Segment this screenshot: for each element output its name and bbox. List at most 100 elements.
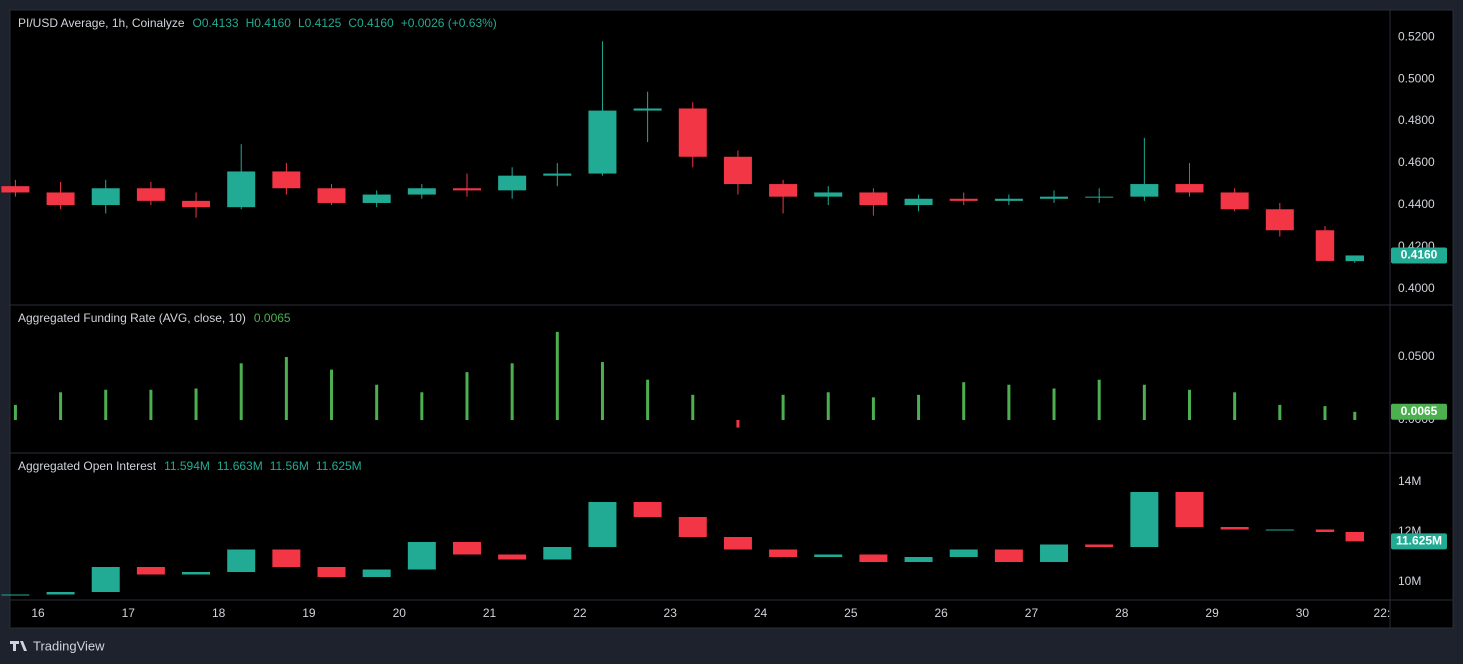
histogram-bar xyxy=(420,392,424,420)
histogram-bar xyxy=(736,419,740,428)
x-tick-label: 26 xyxy=(934,606,948,620)
legend-value: 0.0065 xyxy=(254,311,291,325)
candle-body xyxy=(1265,529,1294,531)
histogram-bar xyxy=(284,357,288,420)
histogram-bar xyxy=(1052,388,1056,420)
candle-body xyxy=(859,554,888,562)
candle-body xyxy=(498,175,527,191)
histogram-bar xyxy=(962,382,966,420)
candle-body xyxy=(1220,527,1249,530)
candle-body xyxy=(633,502,662,517)
candle-body xyxy=(1220,192,1249,210)
candle-body xyxy=(452,542,481,555)
legend-value: O0.4133 xyxy=(193,16,239,30)
candle-body xyxy=(543,173,572,176)
candle-body xyxy=(949,549,978,557)
candle-body xyxy=(633,108,662,111)
x-tick-label: 30 xyxy=(1296,606,1310,620)
candle-body xyxy=(272,549,301,567)
candle-body xyxy=(452,188,481,191)
candle-body xyxy=(1130,184,1159,197)
candle-body xyxy=(588,502,617,547)
candle-body xyxy=(182,572,211,575)
candle-body xyxy=(949,198,978,201)
x-tick-label: 18 xyxy=(212,606,226,620)
series xyxy=(1,492,1365,596)
candle-body xyxy=(588,110,617,174)
histogram-bar xyxy=(375,384,379,420)
x-tick-label: 24 xyxy=(754,606,768,620)
x-tick-label: 19 xyxy=(302,606,316,620)
x-tick-label: 21 xyxy=(483,606,497,620)
y-tick-label: 0.0500 xyxy=(1398,349,1435,363)
legend-value: L0.4125 xyxy=(298,16,342,30)
histogram-bar xyxy=(104,389,108,420)
legend-value: +0.0026 (+0.63%) xyxy=(401,16,497,30)
candle-body xyxy=(1040,544,1069,562)
histogram-bar xyxy=(239,363,243,420)
x-tick-label: 23 xyxy=(664,606,678,620)
candle-body xyxy=(1130,492,1159,547)
candle-body xyxy=(498,554,527,560)
y-tick-label: 14M xyxy=(1398,474,1421,488)
candle-body xyxy=(1,594,30,596)
candle-body xyxy=(814,192,843,197)
x-tick-label: 20 xyxy=(393,606,407,620)
x-tick-label: 22 xyxy=(573,606,587,620)
candle-body xyxy=(1265,209,1294,231)
candle-body xyxy=(678,108,707,157)
x-tick-label: 25 xyxy=(844,606,858,620)
last-value-tag xyxy=(1391,403,1447,420)
histogram-bar xyxy=(1007,384,1011,420)
histogram-bar xyxy=(555,331,559,420)
candle-body xyxy=(227,171,256,208)
candle-body xyxy=(136,567,165,575)
legend-value: 11.625M xyxy=(316,459,362,473)
histogram-bar xyxy=(1353,411,1357,420)
legend-value: H0.4160 xyxy=(246,16,292,30)
legend-value: C0.4160 xyxy=(348,16,394,30)
x-tick-label: 17 xyxy=(122,606,136,620)
histogram-bar xyxy=(646,379,650,420)
last-value-label: 11.625M xyxy=(1396,534,1442,548)
candle-body xyxy=(1175,492,1204,527)
brand: TradingView xyxy=(33,638,105,653)
histogram-bar xyxy=(194,388,198,420)
histogram-bar xyxy=(149,389,153,420)
histogram-bar xyxy=(826,392,830,420)
candle-body xyxy=(723,156,752,185)
y-tick-label: 0.5200 xyxy=(1398,29,1435,43)
candle-body xyxy=(678,517,707,537)
histogram-bar xyxy=(1188,389,1192,420)
candle-body xyxy=(1345,255,1365,262)
candle-body xyxy=(317,567,346,577)
x-tick-label: 22:0 xyxy=(1374,606,1398,620)
candle-body xyxy=(91,567,120,592)
x-tick-label: 28 xyxy=(1115,606,1129,620)
histogram-bar xyxy=(781,394,785,420)
candle-body xyxy=(91,188,120,206)
last-value-label: 0.0065 xyxy=(1401,404,1438,418)
legend-value: 11.663M xyxy=(217,459,263,473)
last-value-tag xyxy=(1391,247,1447,264)
histogram-bar xyxy=(691,394,695,420)
candle-body xyxy=(814,554,843,557)
candle-body xyxy=(904,198,933,206)
candle-body xyxy=(1085,544,1114,547)
y-tick-label: 0.4800 xyxy=(1398,113,1435,127)
histogram-bar xyxy=(330,369,334,420)
candle-body xyxy=(1085,196,1114,198)
candle-body xyxy=(46,192,75,206)
candle-body xyxy=(1175,184,1204,193)
x-tick-label: 16 xyxy=(31,606,45,620)
series xyxy=(13,331,1357,428)
candle-body xyxy=(272,171,301,189)
candle-body xyxy=(1,186,30,193)
pane-title: PI/USD Average, 1h, Coinalyze xyxy=(18,16,185,30)
time-axis: 16 17 18 19 20 21 22 23 24 25 26 27 28 29 30 22:0 xyxy=(31,606,1398,620)
last-value-tag xyxy=(1391,533,1447,550)
candle-body xyxy=(227,549,256,572)
y-tick-label: 0.4000 xyxy=(1398,281,1435,295)
